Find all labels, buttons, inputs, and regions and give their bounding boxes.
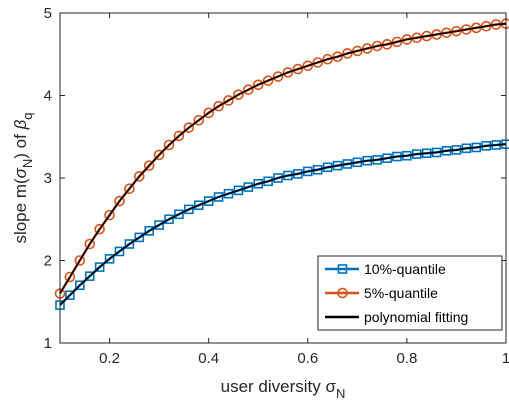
data-point xyxy=(173,130,185,142)
data-point xyxy=(94,223,105,235)
data-point xyxy=(332,51,343,63)
data-point xyxy=(342,48,353,59)
legend: 10%-quantile 5%-quantile polynomial fitt… xyxy=(317,255,503,331)
data-point xyxy=(64,271,76,283)
y-tick-label-1: 2 xyxy=(44,253,52,270)
data-point xyxy=(243,182,254,192)
data-point xyxy=(174,209,184,220)
x-axis-label: user diversity σN xyxy=(221,377,346,401)
data-point xyxy=(312,57,323,68)
data-point xyxy=(302,60,314,72)
ticks-layer: 0.2 0.4 0.6 0.8 1 1 2 3 4 5 xyxy=(44,5,509,367)
y-tick-label-0: 1 xyxy=(44,335,52,352)
data-point xyxy=(114,195,125,207)
data-point xyxy=(144,226,154,236)
data-point xyxy=(143,160,155,171)
y-tick-label-3: 4 xyxy=(44,88,52,105)
data-point xyxy=(74,255,86,266)
y-tick-label-4: 5 xyxy=(44,5,52,22)
x-tick-label-3: 0.8 xyxy=(396,350,417,367)
data-point xyxy=(233,185,244,196)
legend-label-fit: polynomial fitting xyxy=(364,309,468,325)
fit-line-0 xyxy=(59,143,507,306)
data-point xyxy=(322,53,333,65)
data-point xyxy=(361,43,373,54)
legend-label-5pct: 5%-quantile xyxy=(364,285,438,301)
data-point xyxy=(124,239,135,249)
legend-circle-marker xyxy=(337,287,348,299)
fit-line-1 xyxy=(59,22,507,294)
data-point xyxy=(282,67,294,78)
data-point xyxy=(263,176,273,187)
series-layer xyxy=(54,18,509,310)
data-point xyxy=(292,63,304,75)
x-tick-label-4: 1 xyxy=(502,350,509,367)
data-point xyxy=(154,220,164,230)
data-point xyxy=(134,232,145,243)
legend-label-10pct: 10%-quantile xyxy=(364,261,446,277)
data-point xyxy=(243,84,254,96)
legend-square-marker xyxy=(337,264,348,274)
legend-entry-fit: polynomial fitting xyxy=(325,309,468,325)
data-point xyxy=(253,178,264,189)
x-tick-label-1: 0.4 xyxy=(198,350,219,367)
data-point xyxy=(124,183,135,195)
data-point xyxy=(94,262,105,272)
y-axis-label: slope m(σN) of βq xyxy=(11,112,35,243)
data-point xyxy=(352,45,363,57)
data-point xyxy=(203,107,214,119)
data-point xyxy=(153,149,165,161)
series-10pct xyxy=(55,139,509,310)
y-tick-label-2: 3 xyxy=(44,170,52,187)
data-point xyxy=(133,171,145,182)
data-point xyxy=(213,192,224,202)
data-point xyxy=(262,75,274,86)
data-point xyxy=(193,114,205,126)
data-point xyxy=(223,188,234,199)
series-5pct xyxy=(54,18,509,299)
data-point xyxy=(183,122,195,133)
x-tick-label-0: 0.2 xyxy=(99,350,120,367)
data-point xyxy=(65,290,75,300)
x-tick-label-2: 0.6 xyxy=(297,350,318,367)
data-point xyxy=(75,280,85,291)
data-point xyxy=(391,36,403,48)
data-point xyxy=(223,95,234,106)
data-point xyxy=(163,139,175,151)
data-point xyxy=(104,254,115,264)
data-point xyxy=(184,204,194,215)
legend-entry-5pct: 5%-quantile xyxy=(325,285,438,301)
data-point xyxy=(272,71,284,82)
data-point xyxy=(84,238,96,250)
data-point xyxy=(193,200,204,211)
data-point xyxy=(203,196,214,206)
data-point xyxy=(114,246,125,257)
legend-entry-10pct: 10%-quantile xyxy=(325,261,446,277)
data-point xyxy=(233,89,244,100)
data-point xyxy=(84,271,95,281)
data-point xyxy=(164,214,174,225)
data-point xyxy=(104,209,115,221)
data-point xyxy=(213,100,224,112)
data-point xyxy=(273,173,283,183)
data-point xyxy=(252,79,264,91)
